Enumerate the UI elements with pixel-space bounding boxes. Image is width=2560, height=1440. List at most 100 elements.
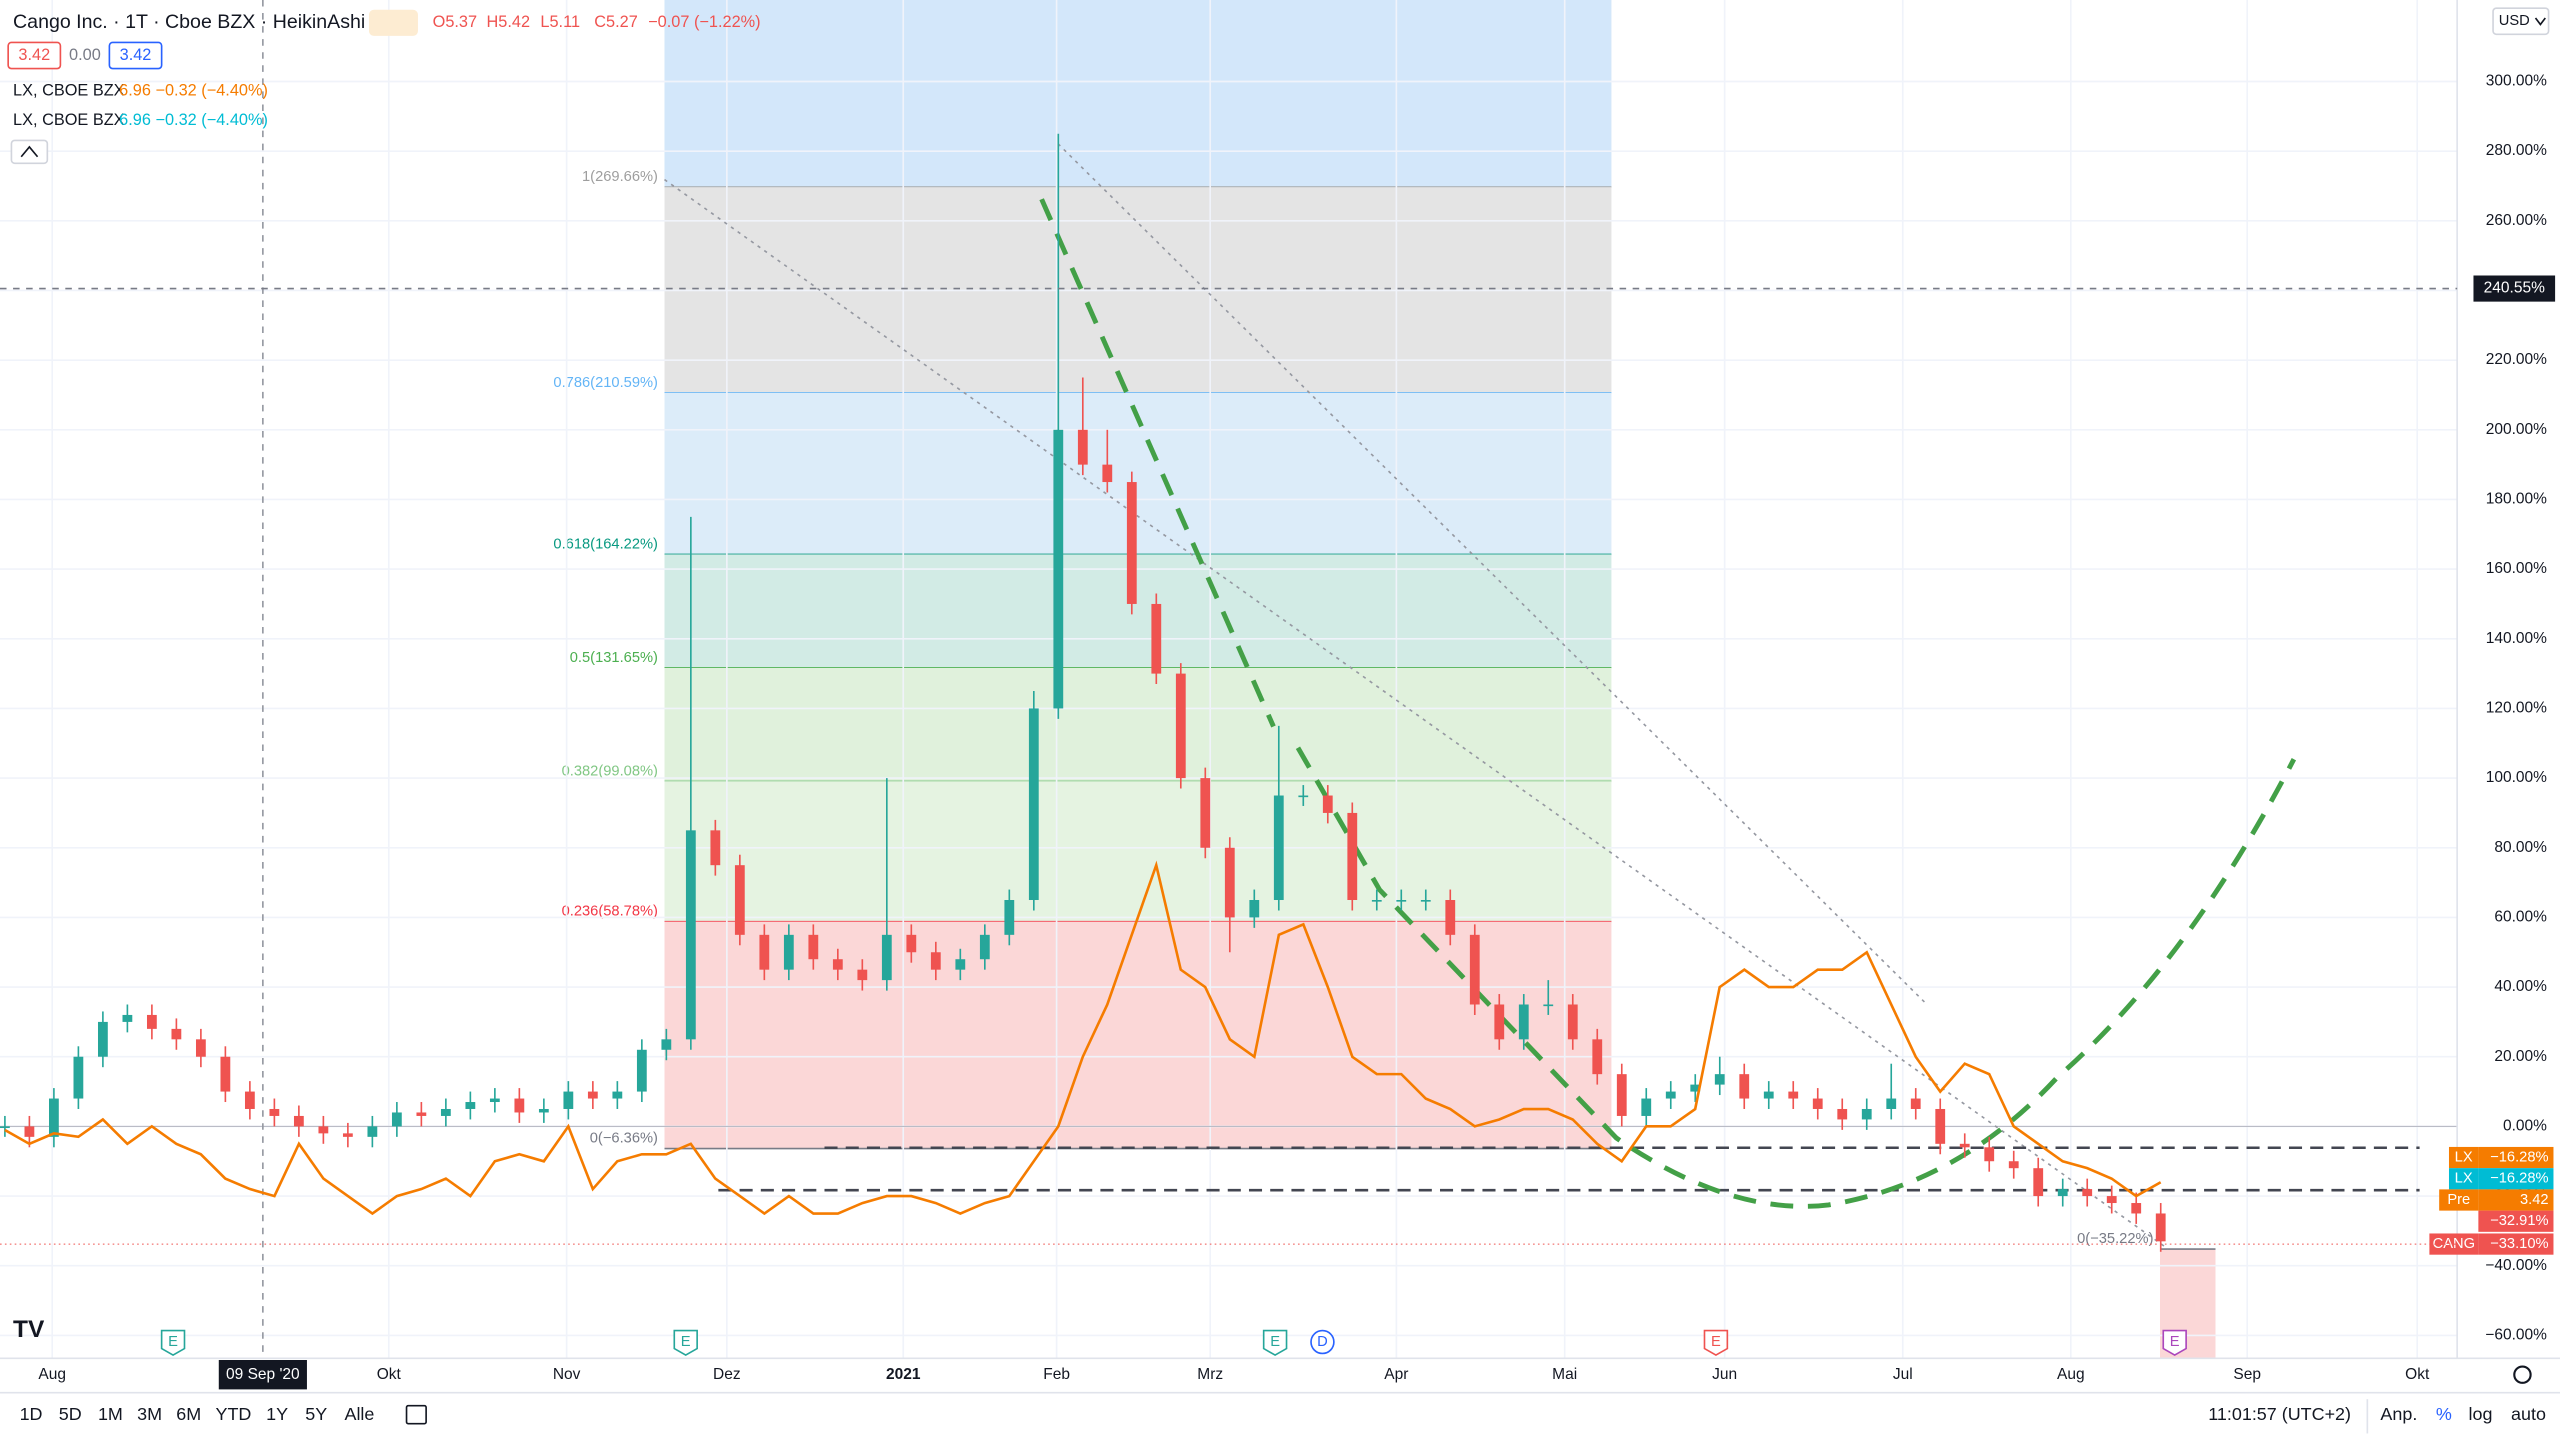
x-tick-label: Mai [1552, 1366, 1577, 1383]
sell-box[interactable] [7, 41, 62, 70]
candle-body [1371, 900, 1382, 902]
candle-body [2106, 1196, 2117, 1204]
candle-body [1469, 934, 1480, 1005]
price-label-box [2478, 1168, 2554, 1190]
range-button[interactable]: 1D [20, 1404, 43, 1424]
event-marker[interactable] [673, 1329, 698, 1357]
event-label[interactable]: E [681, 1334, 691, 1350]
price-label: −16.28% [2490, 1171, 2548, 1187]
event-label[interactable]: E [1711, 1334, 1721, 1350]
fib-label: 0(−6.36%) [590, 1131, 658, 1147]
y-tick-label: 60.00% [2494, 909, 2547, 926]
ohlc-value: H5.42 [487, 13, 531, 31]
candle-body [636, 1049, 647, 1092]
candle-body [1102, 464, 1113, 483]
trend-line [664, 178, 2169, 1250]
candle-body [1126, 482, 1137, 604]
range-button[interactable]: 5D [59, 1404, 82, 1424]
range-button[interactable]: 5Y [305, 1404, 327, 1424]
range-button[interactable]: 6M [176, 1404, 201, 1424]
projection-curve [1295, 746, 2297, 1209]
axes: −60.00%−40.00%−20.00%0.00%20.00%40.00%60… [38, 73, 2547, 1383]
y-tick-label: 260.00% [2486, 212, 2547, 229]
event-marker[interactable] [2162, 1329, 2187, 1357]
candle-body [465, 1102, 476, 1109]
y-tick-label: 80.00% [2494, 839, 2547, 856]
x-tick-label: Feb [1043, 1366, 1070, 1383]
scale-option[interactable]: % [2436, 1404, 2452, 1424]
candle-body [1690, 1084, 1701, 1092]
ohlc-value: C5.27 [594, 13, 638, 31]
candle-body [661, 1039, 672, 1050]
collapse-button[interactable] [10, 139, 49, 165]
date-range-icon[interactable] [405, 1404, 427, 1425]
candle-body [1273, 795, 1284, 901]
event-label[interactable]: E [1270, 1334, 1280, 1350]
clock: 11:01:57 (UTC+2) [2208, 1404, 2351, 1424]
y-tick-label: 120.00% [2486, 700, 2547, 717]
price-label: 3.42 [2520, 1192, 2549, 1208]
x-tick-label: Dez [713, 1366, 741, 1383]
scale-option[interactable]: Anp. [2380, 1404, 2417, 1424]
compare-name: LX, CBOE BZX [13, 82, 125, 100]
candle-body [1151, 603, 1162, 674]
candle-body [808, 934, 819, 960]
candle-body [1347, 812, 1358, 901]
range-button[interactable]: 3M [137, 1404, 162, 1424]
candle-body [1567, 1004, 1578, 1040]
candle-body [759, 934, 770, 970]
event-label[interactable]: E [2170, 1334, 2180, 1350]
candle-body [48, 1098, 59, 1137]
sell-price[interactable]: 3.42 [18, 46, 50, 64]
range-button[interactable]: 1M [98, 1404, 123, 1424]
x-tick-label: Okt [2405, 1366, 2430, 1383]
candle-body [146, 1014, 157, 1029]
event-marker[interactable] [1310, 1329, 1335, 1355]
price-tag-box [2448, 1168, 2479, 1190]
range-button[interactable]: YTD [216, 1404, 252, 1424]
candle-body [1910, 1098, 1921, 1109]
buy-price[interactable]: 3.42 [120, 46, 152, 64]
range-button[interactable]: Alle [344, 1404, 374, 1424]
range-button[interactable]: 1Y [266, 1404, 288, 1424]
fib-label: 1(269.66%) [582, 169, 658, 185]
event-marker[interactable] [1703, 1329, 1729, 1357]
candle-body [318, 1126, 329, 1134]
crosshair-time: 09 Sep '20 [226, 1366, 300, 1383]
event-marker[interactable] [1262, 1329, 1288, 1357]
compare-value: 6.96 −0.32 (−4.40%) [119, 111, 268, 129]
candle-body [1420, 900, 1431, 902]
candle-body [955, 959, 966, 970]
candle-body [1788, 1091, 1799, 1099]
event-label[interactable]: D [1317, 1334, 1328, 1350]
fib-band [664, 667, 1612, 782]
candle-body [1616, 1074, 1627, 1116]
currency[interactable]: USD [2499, 13, 2530, 29]
scale-option[interactable]: auto [2511, 1404, 2546, 1424]
candle-body [1543, 1004, 1554, 1007]
currency-box[interactable] [2492, 7, 2550, 36]
buy-box[interactable] [108, 41, 163, 70]
currency-caret[interactable] [2534, 17, 2546, 26]
candle-body [1298, 795, 1309, 798]
y-tick-label: −60.00% [2485, 1326, 2547, 1343]
x-tick-label: Mrz [1197, 1366, 1223, 1383]
fib-band [664, 0, 1612, 188]
event-marker[interactable] [160, 1329, 186, 1357]
event-label[interactable]: E [168, 1334, 178, 1350]
candle-body [391, 1112, 402, 1127]
x-tick-label: Aug [2057, 1366, 2085, 1383]
crosshair-time-box [218, 1360, 307, 1390]
candle-body [1739, 1074, 1750, 1099]
drawings [262, 0, 2420, 1359]
price-label-box [2478, 1210, 2554, 1232]
candle-body [1200, 778, 1211, 848]
collapse-icon[interactable] [20, 145, 39, 158]
price-label-box [2478, 1146, 2554, 1169]
settings-icon[interactable] [2513, 1365, 2532, 1384]
candle-body [1763, 1091, 1774, 1099]
grid [0, 0, 2458, 1359]
candle-body [710, 830, 721, 866]
scale-option[interactable]: log [2469, 1404, 2493, 1424]
y-tick-label: 180.00% [2486, 491, 2547, 508]
